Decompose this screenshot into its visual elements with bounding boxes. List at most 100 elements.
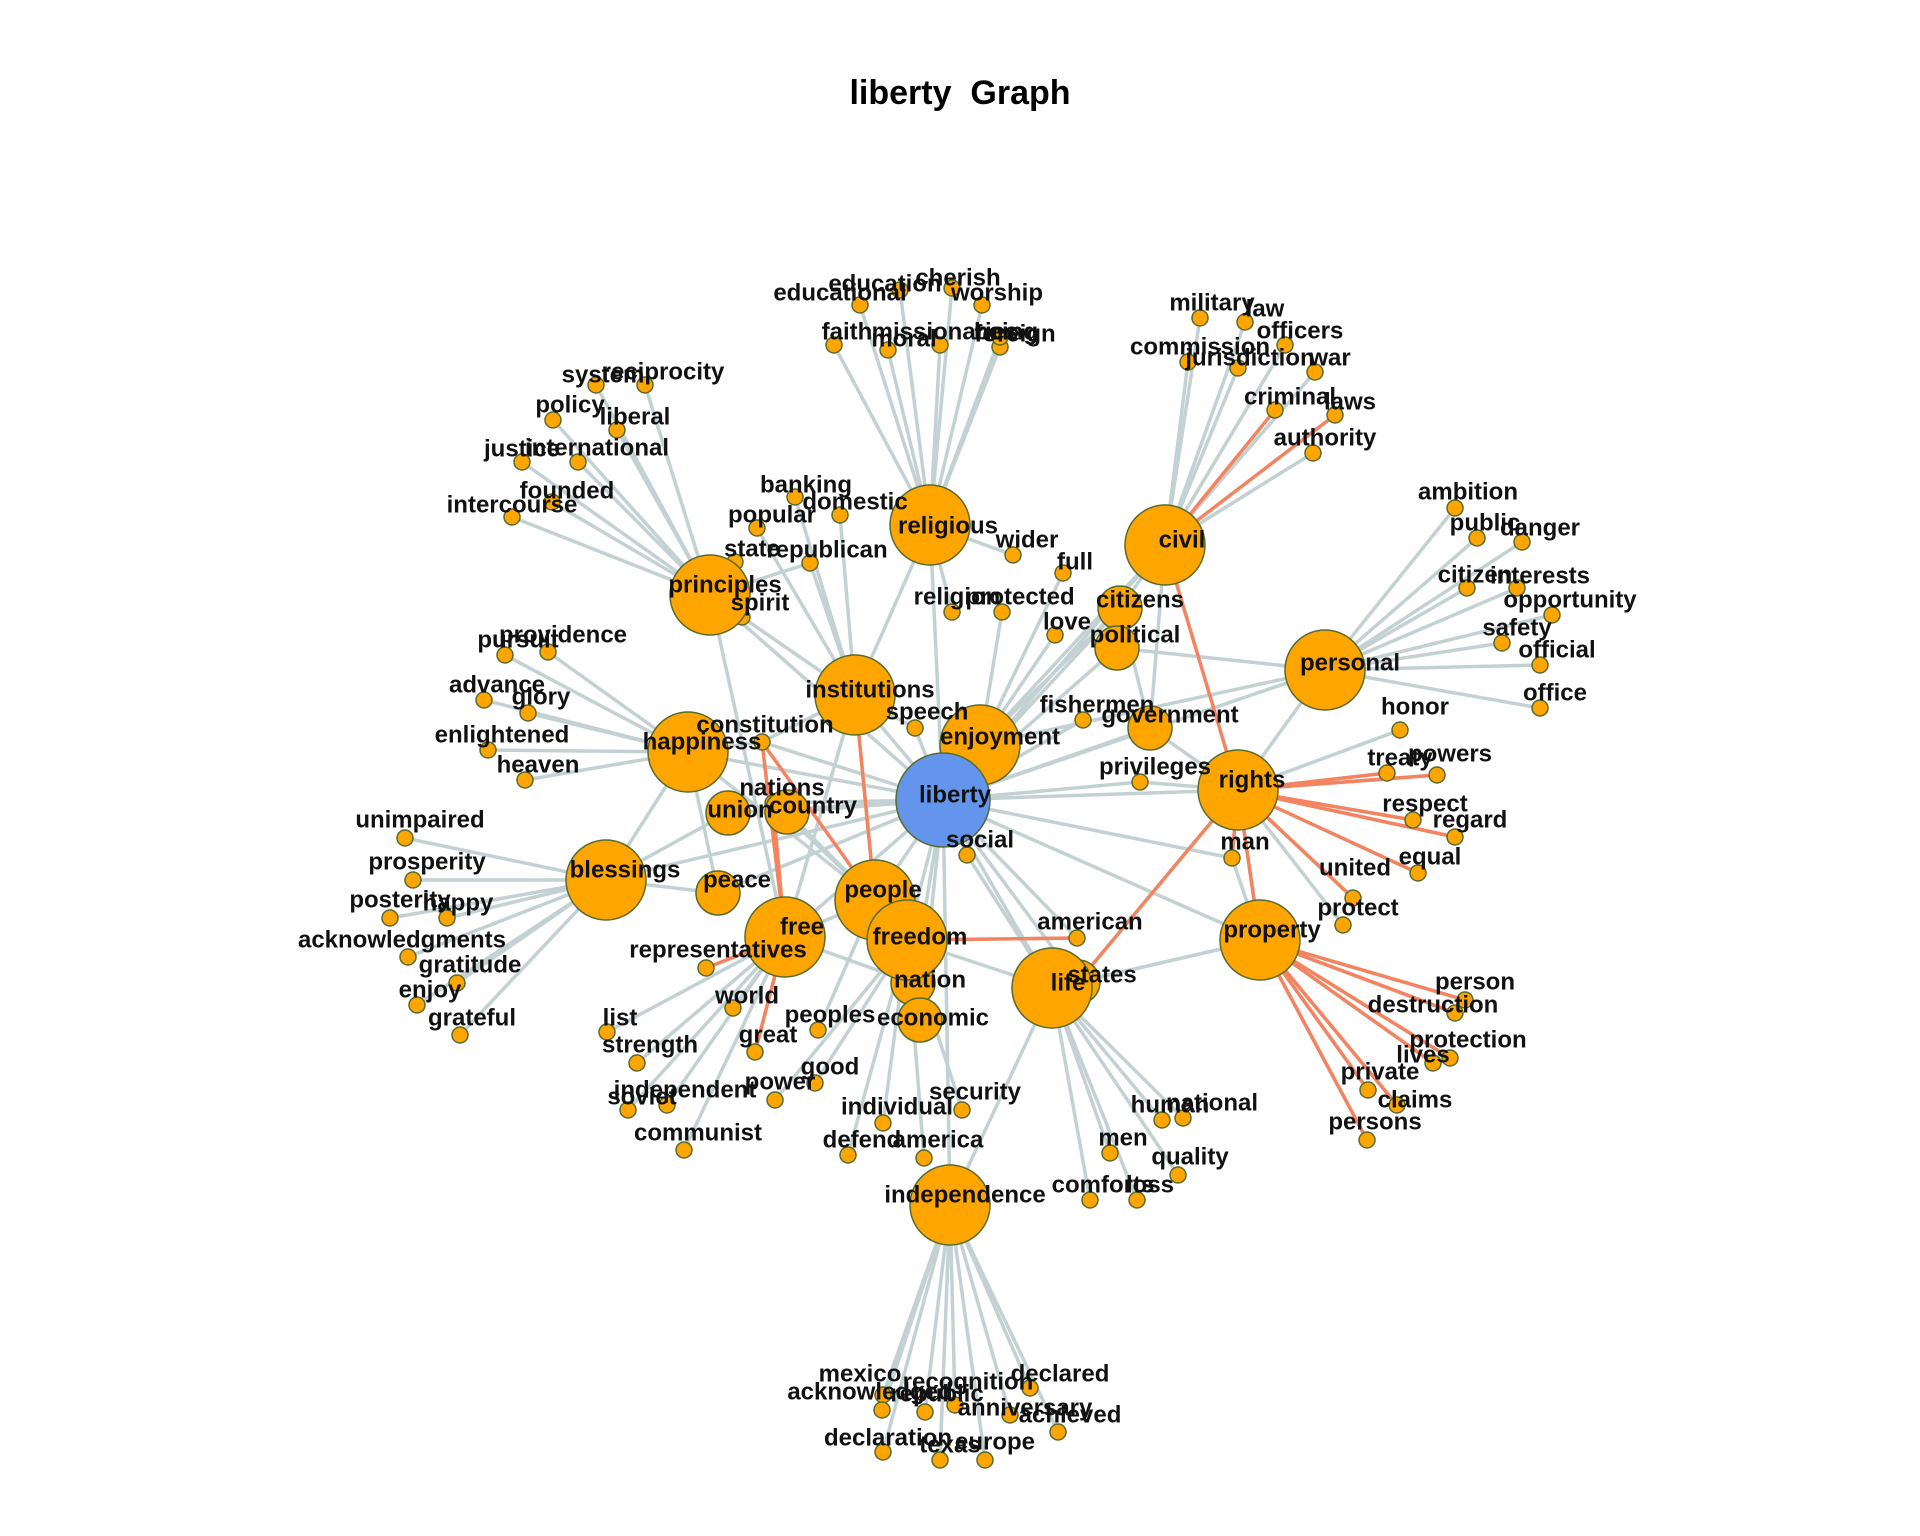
node-commission[interactable] <box>1179 353 1197 371</box>
node-faith[interactable] <box>825 336 843 354</box>
node-republic[interactable] <box>916 1403 934 1421</box>
node-principles[interactable] <box>669 554 751 636</box>
node-persons[interactable] <box>1358 1131 1376 1149</box>
node-religion[interactable] <box>943 603 961 621</box>
node-free[interactable] <box>744 896 826 978</box>
node-education[interactable] <box>891 281 909 299</box>
node-powers[interactable] <box>1428 766 1446 784</box>
node-soviet[interactable] <box>619 1101 637 1119</box>
node-private[interactable] <box>1359 1081 1377 1099</box>
node-human[interactable] <box>1153 1111 1171 1129</box>
node-republican[interactable] <box>801 554 819 572</box>
node-officers[interactable] <box>1276 336 1294 354</box>
node-loss[interactable] <box>1128 1191 1146 1209</box>
node-destruction[interactable] <box>1446 1004 1464 1022</box>
node-america[interactable] <box>915 1149 933 1167</box>
node-gratitude[interactable] <box>448 974 466 992</box>
node-intercourse[interactable] <box>503 508 521 526</box>
node-advance[interactable] <box>475 691 493 709</box>
node-social[interactable] <box>958 846 976 864</box>
node-popular[interactable] <box>748 519 766 537</box>
node-jurisdiction[interactable] <box>1229 359 1247 377</box>
node-lives[interactable] <box>1424 1054 1442 1072</box>
node-peace[interactable] <box>695 870 741 916</box>
node-reciprocity[interactable] <box>636 376 654 394</box>
node-claims[interactable] <box>1388 1096 1406 1114</box>
node-missionaries[interactable] <box>931 336 949 354</box>
node-unimpaired[interactable] <box>396 829 414 847</box>
node-worship[interactable] <box>973 296 991 314</box>
node-wider[interactable] <box>1004 546 1022 564</box>
node-providence[interactable] <box>539 643 557 661</box>
node-happiness[interactable] <box>647 711 729 793</box>
node-educational[interactable] <box>851 296 869 314</box>
node-heaven[interactable] <box>516 771 534 789</box>
node-laws[interactable] <box>1326 406 1344 424</box>
node-full[interactable] <box>1054 564 1072 582</box>
node-acknowledgments[interactable] <box>399 948 417 966</box>
node-speech[interactable] <box>906 719 924 737</box>
node-fishermen[interactable] <box>1074 711 1092 729</box>
node-interests[interactable] <box>1508 579 1526 597</box>
node-enlightened[interactable] <box>479 741 497 759</box>
node-official[interactable] <box>1531 656 1549 674</box>
node-civil[interactable] <box>1124 504 1206 586</box>
node-individual[interactable] <box>874 1114 892 1132</box>
node-personal[interactable] <box>1284 629 1366 711</box>
node-war[interactable] <box>1306 363 1324 381</box>
node-independent[interactable] <box>658 1096 676 1114</box>
node-love[interactable] <box>1046 626 1064 644</box>
node-citizen[interactable] <box>1458 579 1476 597</box>
node-domestic[interactable] <box>831 506 849 524</box>
node-recognition[interactable] <box>946 1396 964 1414</box>
node-quality[interactable] <box>1169 1166 1187 1184</box>
node-international[interactable] <box>569 453 587 471</box>
node-american[interactable] <box>1068 929 1086 947</box>
node-moral[interactable] <box>879 341 897 359</box>
node-institutions[interactable] <box>814 654 896 736</box>
node-banking[interactable] <box>786 488 804 506</box>
node-defend[interactable] <box>839 1146 857 1164</box>
node-achieved[interactable] <box>1049 1423 1067 1441</box>
node-policy[interactable] <box>544 411 562 429</box>
node-happy[interactable] <box>438 909 456 927</box>
node-political[interactable] <box>1094 625 1140 671</box>
node-military[interactable] <box>1191 309 1209 327</box>
node-blessings[interactable] <box>565 839 647 921</box>
node-posterity[interactable] <box>381 909 399 927</box>
node-power[interactable] <box>766 1091 784 1109</box>
node-religious[interactable] <box>889 484 971 566</box>
node-united[interactable] <box>1344 889 1362 907</box>
node-declared[interactable] <box>1021 1379 1039 1397</box>
node-prosperity[interactable] <box>404 871 422 889</box>
node-great[interactable] <box>746 1043 764 1061</box>
node-declaration[interactable] <box>874 1443 892 1461</box>
node-founded[interactable] <box>543 493 561 511</box>
node-strength[interactable] <box>628 1054 646 1072</box>
node-rights[interactable] <box>1197 749 1279 831</box>
node-system[interactable] <box>587 376 605 394</box>
node-justice[interactable] <box>513 453 531 471</box>
node-peoples[interactable] <box>809 1021 827 1039</box>
node-man[interactable] <box>1223 849 1241 867</box>
node-office[interactable] <box>1531 699 1549 717</box>
node-law[interactable] <box>1236 313 1254 331</box>
node-anniversary[interactable] <box>1001 1406 1019 1424</box>
node-honor[interactable] <box>1391 721 1409 739</box>
node-acknowledged[interactable] <box>873 1401 891 1419</box>
node-constitution[interactable] <box>753 733 771 751</box>
node-liberal[interactable] <box>608 421 626 439</box>
node-good[interactable] <box>806 1074 824 1092</box>
node-enjoy[interactable] <box>408 996 426 1014</box>
node-authority[interactable] <box>1304 444 1322 462</box>
node-protect[interactable] <box>1334 916 1352 934</box>
node-safety[interactable] <box>1493 634 1511 652</box>
node-being[interactable] <box>991 328 1009 346</box>
node-public[interactable] <box>1468 529 1486 547</box>
node-country[interactable] <box>764 789 810 835</box>
node-independence[interactable] <box>909 1164 991 1246</box>
node-privileges[interactable] <box>1131 773 1149 791</box>
node-life[interactable] <box>1011 947 1093 1029</box>
node-regard[interactable] <box>1446 828 1464 846</box>
node-treaty[interactable] <box>1378 764 1396 782</box>
